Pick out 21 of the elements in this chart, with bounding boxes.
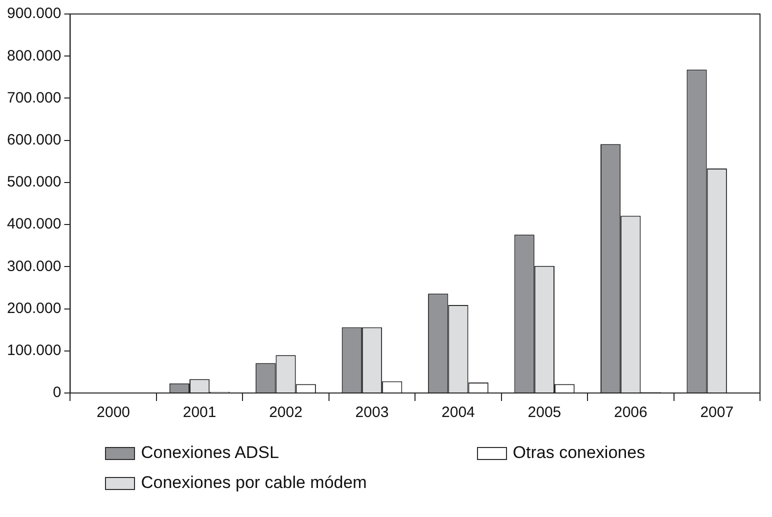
- y-tick-label: 700.000: [6, 89, 62, 106]
- y-tick-label: 900.000: [6, 5, 62, 22]
- y-tick-label: 300.000: [6, 258, 62, 275]
- y-tick-label: 400.000: [6, 216, 62, 233]
- x-tick-label: 2006: [614, 404, 648, 422]
- x-tick-label: 2007: [700, 404, 734, 422]
- x-tick-label: 2005: [528, 404, 562, 422]
- y-tick-label: 0: [52, 384, 62, 402]
- y-tick-label: 600.000: [6, 131, 62, 148]
- x-tick-label: 2001: [182, 404, 216, 422]
- y-tick-label: 500.000: [6, 174, 62, 191]
- y-tick-label: 200.000: [6, 300, 62, 317]
- x-tick-label: 2002: [269, 404, 302, 422]
- x-tick-label: 2003: [355, 404, 389, 422]
- legend-label: Conexiones por cable módem: [141, 473, 367, 493]
- legend-label: Conexiones ADSL: [141, 443, 279, 463]
- text: Otras conexiones: [512, 443, 646, 463]
- x-tick-label: 2000: [96, 404, 130, 422]
- y-tick-label: 100.000: [6, 342, 62, 360]
- y-tick-label: 800.000: [6, 47, 62, 64]
- x-tick-label: 2004: [442, 404, 475, 422]
